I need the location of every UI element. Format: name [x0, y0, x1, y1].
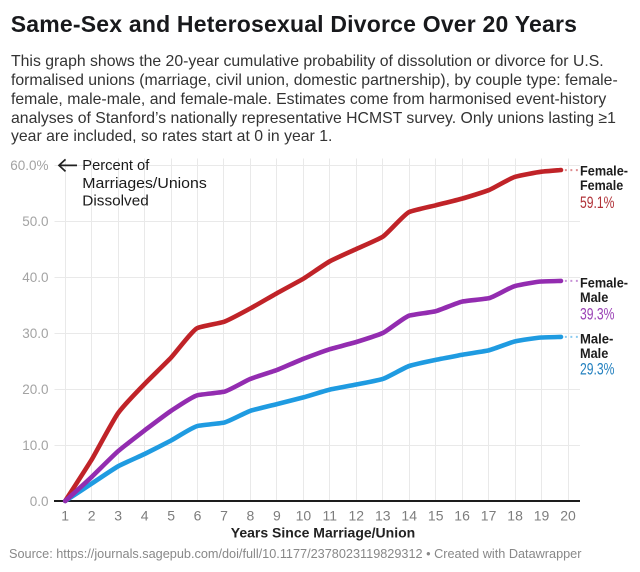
svg-text:9: 9	[273, 508, 281, 524]
svg-text:13: 13	[375, 508, 391, 524]
svg-text:30.0: 30.0	[22, 326, 48, 341]
svg-text:20: 20	[560, 508, 576, 524]
svg-text:29.3%: 29.3%	[580, 360, 615, 378]
svg-text:18: 18	[507, 508, 523, 524]
svg-text:15: 15	[428, 508, 444, 524]
svg-text:2: 2	[88, 508, 96, 524]
svg-text:19: 19	[534, 508, 550, 524]
svg-text:40.0: 40.0	[22, 270, 48, 285]
svg-text:Years Since Marriage/Union: Years Since Marriage/Union	[231, 525, 415, 541]
svg-text:4: 4	[141, 508, 149, 524]
svg-text:Male-: Male-	[580, 331, 614, 347]
svg-text:1: 1	[61, 508, 69, 524]
svg-text:20.0: 20.0	[22, 382, 48, 397]
svg-text:Female-: Female-	[580, 163, 628, 179]
svg-text:5: 5	[167, 508, 175, 524]
svg-text:8: 8	[247, 508, 255, 524]
svg-text:14: 14	[401, 508, 417, 524]
svg-text:Female: Female	[580, 177, 623, 193]
svg-text:12: 12	[349, 508, 365, 524]
svg-text:7: 7	[220, 508, 228, 524]
svg-text:Male: Male	[580, 345, 608, 361]
svg-text:16: 16	[454, 508, 470, 524]
svg-text:Dissolved: Dissolved	[82, 193, 149, 210]
svg-text:0.0: 0.0	[30, 494, 49, 509]
svg-text:3: 3	[114, 508, 122, 524]
svg-text:17: 17	[481, 508, 497, 524]
svg-text:Marriages/Unions: Marriages/Unions	[82, 175, 206, 192]
svg-text:Percent of: Percent of	[82, 157, 150, 174]
svg-text:59.1%: 59.1%	[580, 194, 615, 212]
svg-text:10.0: 10.0	[22, 438, 48, 453]
svg-text:Male: Male	[580, 289, 608, 305]
svg-text:39.3%: 39.3%	[580, 305, 615, 323]
svg-text:50.0: 50.0	[22, 214, 48, 229]
svg-text:6: 6	[194, 508, 202, 524]
svg-text:Female-: Female-	[580, 275, 628, 291]
svg-text:60.0%: 60.0%	[10, 158, 48, 173]
svg-text:11: 11	[323, 508, 338, 524]
svg-text:10: 10	[296, 508, 312, 524]
